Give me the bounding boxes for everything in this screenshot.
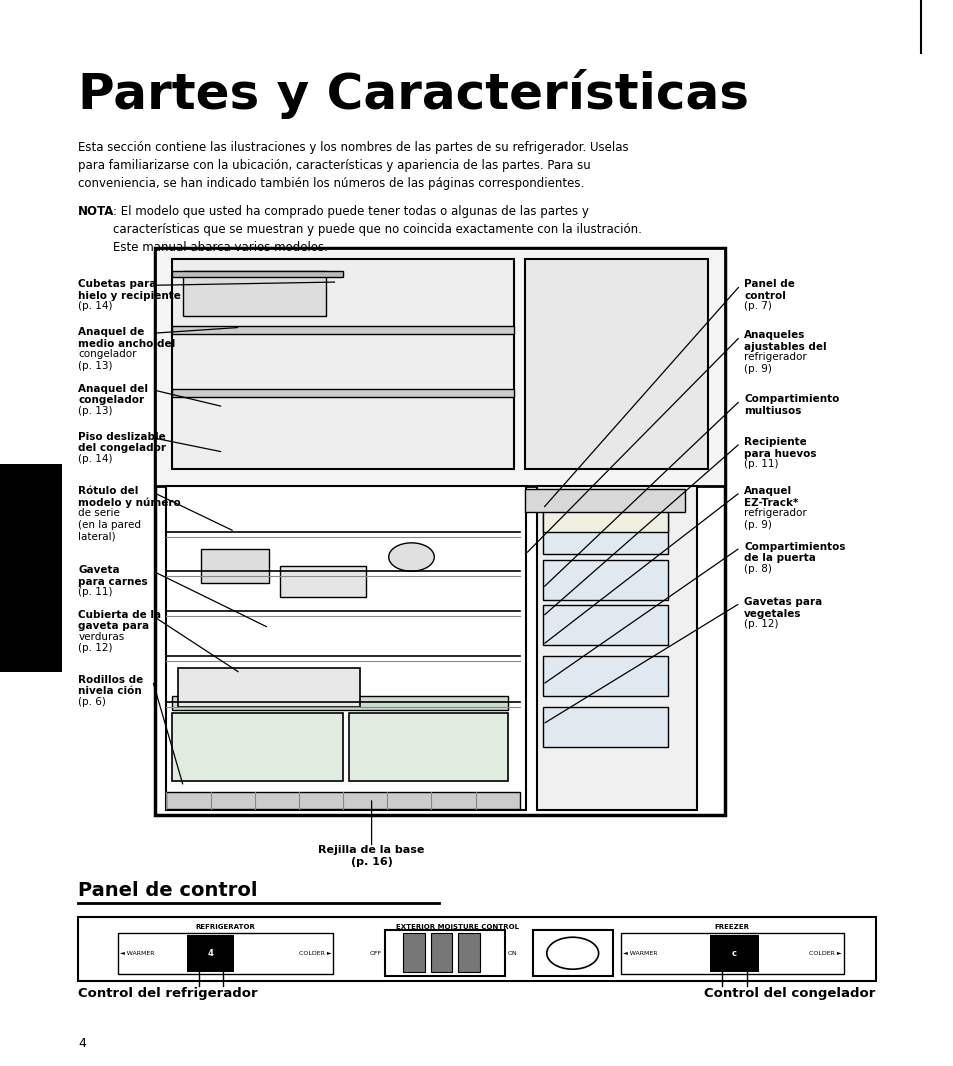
Text: COLDER ►: COLDER ► xyxy=(298,951,331,956)
Bar xyxy=(183,271,326,316)
Bar xyxy=(154,248,724,815)
Bar xyxy=(172,326,514,335)
Bar xyxy=(457,933,479,972)
Text: (p. 14): (p. 14) xyxy=(78,454,112,464)
Bar xyxy=(542,560,667,599)
Bar xyxy=(200,549,269,582)
Bar xyxy=(166,792,519,809)
Text: FREEZER: FREEZER xyxy=(714,924,749,931)
Text: Anaqueles
ajustables del: Anaqueles ajustables del xyxy=(743,330,826,352)
Bar xyxy=(172,696,508,710)
Text: (p. 11): (p. 11) xyxy=(78,587,112,597)
Bar xyxy=(542,515,667,554)
Bar xyxy=(177,667,360,707)
Text: REFRIGERATOR: REFRIGERATOR xyxy=(195,924,255,931)
Text: Rodillos de
nivela ción: Rodillos de nivela ción xyxy=(78,675,143,696)
Text: Esta sección contiene las ilustraciones y los nombres de las partes de su refrig: Esta sección contiene las ilustraciones … xyxy=(78,141,628,190)
Bar xyxy=(542,707,667,747)
Text: (p. 8): (p. 8) xyxy=(743,564,771,574)
Bar xyxy=(78,917,875,981)
Bar xyxy=(118,933,334,974)
Text: Anaquel
EZ-Track*: Anaquel EZ-Track* xyxy=(743,486,798,507)
Text: Cubetas para
hielo y recipiente: Cubetas para hielo y recipiente xyxy=(78,279,181,301)
Bar xyxy=(166,486,525,810)
Bar xyxy=(542,508,667,532)
Bar xyxy=(619,933,843,974)
Bar xyxy=(385,930,504,975)
Text: (p. 14): (p. 14) xyxy=(78,302,112,311)
Text: ON: ON xyxy=(507,951,517,956)
Text: OFF: OFF xyxy=(370,951,382,956)
Text: ◄ WARMER: ◄ WARMER xyxy=(622,951,657,956)
Bar xyxy=(542,605,667,645)
Text: de serie
(en la pared
lateral): de serie (en la pared lateral) xyxy=(78,508,141,542)
Text: COLDER ►: COLDER ► xyxy=(808,951,841,956)
Text: (p. 13): (p. 13) xyxy=(78,406,112,416)
Text: (p. 11): (p. 11) xyxy=(743,459,778,469)
Ellipse shape xyxy=(546,937,598,969)
Text: Cubierta de la
gaveta para: Cubierta de la gaveta para xyxy=(78,610,161,631)
Bar xyxy=(187,935,234,972)
Bar xyxy=(537,486,696,810)
Text: Anaquel del
congelador: Anaquel del congelador xyxy=(78,384,148,405)
Text: Rejilla de la base
(p. 16): Rejilla de la base (p. 16) xyxy=(318,845,424,867)
Text: Control del refrigerador: Control del refrigerador xyxy=(78,987,257,1000)
Bar xyxy=(542,657,667,696)
Bar xyxy=(431,933,452,972)
Text: Panel de
control: Panel de control xyxy=(743,279,794,301)
Text: congelador
(p. 13): congelador (p. 13) xyxy=(78,350,136,371)
Text: (p. 6): (p. 6) xyxy=(78,697,106,707)
Text: ◄ WARMER: ◄ WARMER xyxy=(120,951,154,956)
Text: Panel de control: Panel de control xyxy=(78,881,257,900)
Text: 4: 4 xyxy=(208,949,213,957)
Text: Gavetas para
vegetales: Gavetas para vegetales xyxy=(743,597,821,618)
Text: Control del congelador: Control del congelador xyxy=(703,987,875,1000)
Bar xyxy=(172,259,514,469)
Text: : El modelo que usted ha comprado puede tener todas o algunas de las partes y
ca: : El modelo que usted ha comprado puede … xyxy=(112,205,640,254)
Text: NOTA: NOTA xyxy=(78,205,114,217)
Text: verduras
(p. 12): verduras (p. 12) xyxy=(78,632,124,653)
Text: refrigerador
(p. 9): refrigerador (p. 9) xyxy=(743,353,806,374)
Text: EXTERIOR MOISTURE CONTROL: EXTERIOR MOISTURE CONTROL xyxy=(395,924,518,931)
Bar xyxy=(172,389,514,398)
Bar xyxy=(280,566,366,597)
Text: Partes y Características: Partes y Características xyxy=(78,69,748,119)
Ellipse shape xyxy=(388,543,434,571)
Text: Compartimientos
de la puerta: Compartimientos de la puerta xyxy=(743,542,844,563)
Bar xyxy=(525,259,707,469)
Bar xyxy=(349,713,508,781)
Text: Anaquel de
medio ancho del: Anaquel de medio ancho del xyxy=(78,327,175,349)
Bar xyxy=(533,930,612,975)
Bar xyxy=(172,271,343,277)
Bar xyxy=(172,713,343,781)
Text: Recipiente
para huevos: Recipiente para huevos xyxy=(743,437,816,458)
Text: 4: 4 xyxy=(78,1037,86,1050)
Text: Rótulo del
modelo y número: Rótulo del modelo y número xyxy=(78,486,181,508)
Text: c: c xyxy=(731,949,736,957)
Text: Compartimiento
multiusos: Compartimiento multiusos xyxy=(743,394,839,416)
Text: Piso deslizable
del congelador: Piso deslizable del congelador xyxy=(78,432,166,453)
Bar xyxy=(0,464,62,672)
Bar xyxy=(525,489,684,512)
Bar xyxy=(709,935,759,972)
Bar xyxy=(154,248,724,486)
Text: refrigerador
(p. 9): refrigerador (p. 9) xyxy=(743,508,806,530)
Bar xyxy=(403,933,424,972)
Text: Gaveta
para carnes: Gaveta para carnes xyxy=(78,565,148,586)
Text: (p. 7): (p. 7) xyxy=(743,302,771,311)
Text: (p. 12): (p. 12) xyxy=(743,619,778,629)
